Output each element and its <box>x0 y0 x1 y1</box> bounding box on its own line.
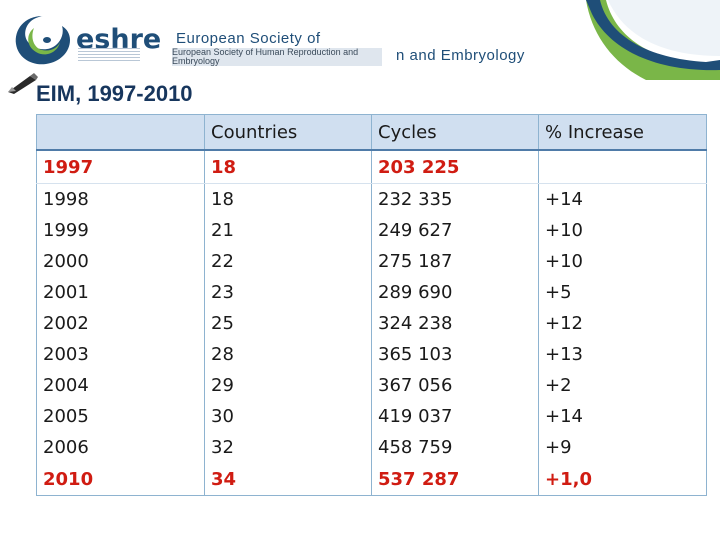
table-row: 2006 32 458 759 +9 <box>36 432 707 463</box>
cell-cycles: 458 759 <box>371 432 539 463</box>
table-row: 1999 21 249 627 +10 <box>36 215 707 246</box>
cell-year: 2000 <box>36 246 205 277</box>
table-row: 2003 28 365 103 +13 <box>36 339 707 370</box>
corner-swoosh-graphic <box>586 0 720 80</box>
cell-cycles: 365 103 <box>371 339 539 370</box>
header-cycles: Cycles <box>371 114 539 151</box>
cell-countries: 18 <box>204 150 372 184</box>
slide-title: EIM, 1997-2010 <box>36 81 193 106</box>
cell-countries: 22 <box>204 246 372 277</box>
cell-increase: +9 <box>538 432 707 463</box>
cell-increase: +1,0 <box>538 463 707 496</box>
cell-increase: +2 <box>538 370 707 401</box>
cell-countries: 29 <box>204 370 372 401</box>
cell-year: 1999 <box>36 215 205 246</box>
cell-countries: 18 <box>204 183 372 215</box>
org-name-line2: n and Embryology <box>396 47 525 64</box>
cell-countries: 25 <box>204 308 372 339</box>
header-countries: Countries <box>204 114 372 151</box>
cell-cycles: 203 225 <box>371 150 539 184</box>
org-name-line1: European Society of <box>176 30 321 47</box>
cell-increase: +10 <box>538 215 707 246</box>
cell-year: 2002 <box>36 308 205 339</box>
table-header-row: Countries Cycles % Increase <box>36 114 707 151</box>
cell-increase <box>538 150 707 184</box>
cell-countries: 28 <box>204 339 372 370</box>
cell-cycles: 232 335 <box>371 183 539 215</box>
header-increase: % Increase <box>538 114 707 151</box>
cell-cycles: 419 037 <box>371 401 539 432</box>
cell-increase: +14 <box>538 183 707 215</box>
cell-cycles: 537 287 <box>371 463 539 496</box>
cell-cycles: 275 187 <box>371 246 539 277</box>
table-row: 2000 22 275 187 +10 <box>36 246 707 277</box>
table-row: 2001 23 289 690 +5 <box>36 277 707 308</box>
logo-small-text: European Society of Human Reproduction a… <box>172 48 382 66</box>
cell-cycles: 289 690 <box>371 277 539 308</box>
cell-year: 2010 <box>36 463 205 496</box>
eshre-logo-icon <box>15 16 70 65</box>
cell-year: 2001 <box>36 277 205 308</box>
table-row: 2005 30 419 037 +14 <box>36 401 707 432</box>
header-year <box>36 114 205 151</box>
cell-year: 2003 <box>36 339 205 370</box>
cell-year: 1998 <box>36 183 205 215</box>
table-row: 2004 29 367 056 +2 <box>36 370 707 401</box>
eim-cycles-table: Countries Cycles % Increase 1997 18 203 22… <box>36 114 707 496</box>
cell-cycles: 249 627 <box>371 215 539 246</box>
cell-year: 2006 <box>36 432 205 463</box>
pen-icon <box>8 73 38 94</box>
table-row: 2010 34 537 287 +1,0 <box>36 463 707 496</box>
cell-countries: 21 <box>204 215 372 246</box>
cell-year: 2005 <box>36 401 205 432</box>
table-row: 1998 18 232 335 +14 <box>36 183 707 215</box>
cell-increase: +12 <box>538 308 707 339</box>
page-header: eshre European Society of n and Embryolo… <box>0 0 720 80</box>
logo-small-lines <box>78 48 140 62</box>
table-row: 2002 25 324 238 +12 <box>36 308 707 339</box>
cell-increase: +10 <box>538 246 707 277</box>
cell-countries: 32 <box>204 432 372 463</box>
cell-countries: 23 <box>204 277 372 308</box>
cell-increase: +13 <box>538 339 707 370</box>
table-row: 1997 18 203 225 <box>36 150 707 184</box>
cell-countries: 34 <box>204 463 372 496</box>
table-body: 1997 18 203 225 1998 18 232 335 +14 1999 21 249 6… <box>36 150 707 496</box>
cell-countries: 30 <box>204 401 372 432</box>
cell-year: 2004 <box>36 370 205 401</box>
cell-cycles: 367 056 <box>371 370 539 401</box>
cell-increase: +14 <box>538 401 707 432</box>
cell-increase: +5 <box>538 277 707 308</box>
cell-year: 1997 <box>36 150 205 184</box>
cell-cycles: 324 238 <box>371 308 539 339</box>
